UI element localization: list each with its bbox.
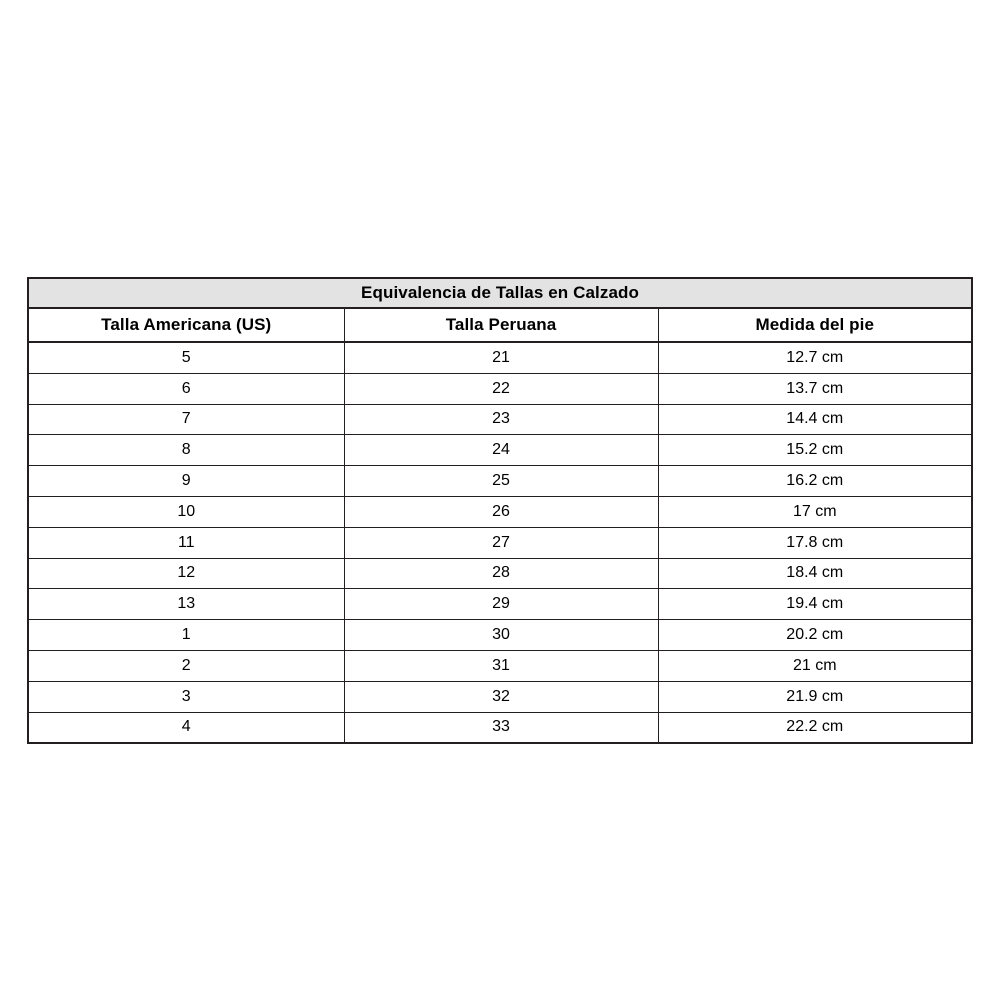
cell-us-size: 6 <box>27 372 345 405</box>
cell-pe-size: 23 <box>343 403 659 436</box>
cell-foot-measure: 13.7 cm <box>657 372 973 405</box>
size-chart-container: Equivalencia de Tallas en Calzado Talla … <box>27 277 974 745</box>
cell-pe-size: 31 <box>343 649 659 682</box>
cell-foot-measure: 22.2 cm <box>657 711 973 744</box>
column-header-talla-americana: Talla Americana (US) <box>27 307 345 343</box>
cell-pe-size: 22 <box>343 372 659 405</box>
table-row: 13 29 19.4 cm <box>27 588 973 621</box>
cell-us-size: 12 <box>27 557 345 590</box>
cell-foot-measure: 12.7 cm <box>657 341 973 374</box>
cell-us-size: 1 <box>27 619 345 651</box>
cell-foot-measure: 14.4 cm <box>657 403 973 436</box>
cell-pe-size: 30 <box>343 619 659 651</box>
table-row: 12 28 18.4 cm <box>27 557 973 590</box>
cell-pe-size: 26 <box>343 495 659 528</box>
table-row: 1 30 20.2 cm <box>27 619 973 651</box>
cell-us-size: 7 <box>27 403 345 436</box>
cell-foot-measure: 21 cm <box>657 649 973 682</box>
cell-foot-measure: 18.4 cm <box>657 557 973 590</box>
shoe-size-equivalence-table: Equivalencia de Tallas en Calzado Talla … <box>27 277 974 745</box>
table-row: 10 26 17 cm <box>27 495 973 528</box>
cell-pe-size: 27 <box>343 526 659 559</box>
cell-pe-size: 21 <box>343 341 659 374</box>
table-row: 11 27 17.8 cm <box>27 526 973 559</box>
table-row: 3 32 21.9 cm <box>27 680 973 713</box>
table-header-row: Talla Americana (US) Talla Peruana Medid… <box>27 307 973 343</box>
table-row: 6 22 13.7 cm <box>27 372 973 405</box>
cell-pe-size: 29 <box>343 588 659 621</box>
column-header-talla-peruana: Talla Peruana <box>343 307 659 343</box>
table-row: 2 31 21 cm <box>27 649 973 682</box>
cell-us-size: 13 <box>27 588 345 621</box>
table-title-row: Equivalencia de Tallas en Calzado <box>27 277 973 309</box>
cell-foot-measure: 21.9 cm <box>657 680 973 713</box>
cell-foot-measure: 17.8 cm <box>657 526 973 559</box>
cell-us-size: 10 <box>27 495 345 528</box>
cell-us-size: 2 <box>27 649 345 682</box>
table-body: Equivalencia de Tallas en Calzado Talla … <box>27 277 973 744</box>
cell-pe-size: 33 <box>343 711 659 744</box>
cell-pe-size: 25 <box>343 465 659 497</box>
table-row: 8 24 15.2 cm <box>27 434 973 467</box>
cell-pe-size: 24 <box>343 434 659 467</box>
table-row: 7 23 14.4 cm <box>27 403 973 436</box>
table-row: 9 25 16.2 cm <box>27 465 973 497</box>
cell-foot-measure: 16.2 cm <box>657 465 973 497</box>
cell-pe-size: 32 <box>343 680 659 713</box>
cell-us-size: 3 <box>27 680 345 713</box>
cell-us-size: 5 <box>27 341 345 374</box>
cell-foot-measure: 19.4 cm <box>657 588 973 621</box>
cell-foot-measure: 17 cm <box>657 495 973 528</box>
column-header-medida-del-pie: Medida del pie <box>657 307 973 343</box>
cell-foot-measure: 20.2 cm <box>657 619 973 651</box>
cell-us-size: 8 <box>27 434 345 467</box>
cell-us-size: 11 <box>27 526 345 559</box>
cell-pe-size: 28 <box>343 557 659 590</box>
cell-us-size: 9 <box>27 465 345 497</box>
table-row: 5 21 12.7 cm <box>27 341 973 374</box>
cell-foot-measure: 15.2 cm <box>657 434 973 467</box>
table-row: 4 33 22.2 cm <box>27 711 973 744</box>
cell-us-size: 4 <box>27 711 345 744</box>
table-title: Equivalencia de Tallas en Calzado <box>27 277 973 309</box>
